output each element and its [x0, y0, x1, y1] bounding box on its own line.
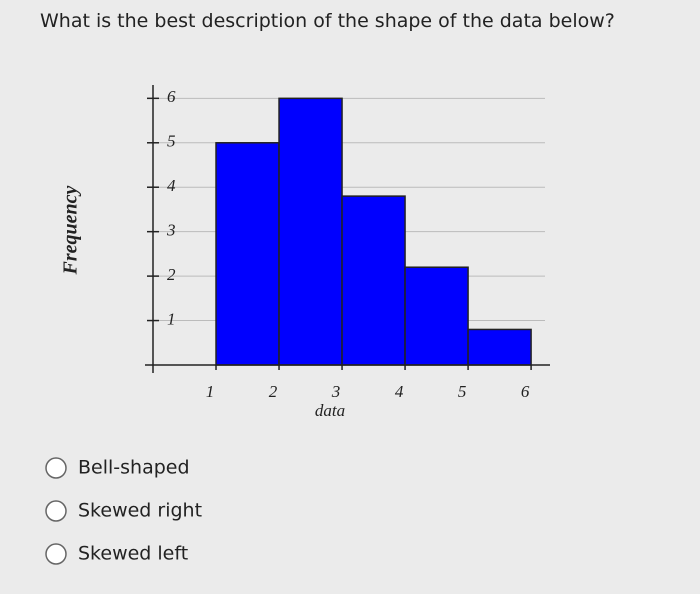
bar: [215, 142, 280, 366]
y-tick-label: 4: [167, 176, 176, 195]
bar: [467, 328, 532, 366]
radio-button[interactable]: [45, 543, 67, 565]
bar: [278, 97, 343, 366]
x-tick-label: 6: [521, 382, 530, 401]
y-tick-label: 6: [167, 87, 176, 106]
histogram: 1 2 3 4 5 6 1 2 3 4 5 6 data Frequency: [60, 85, 550, 420]
y-tick-label: 1: [167, 309, 176, 328]
question: What is the best description of the shap…: [40, 10, 615, 32]
x-tick-label: 4: [395, 382, 404, 401]
radio-button[interactable]: [45, 500, 67, 522]
bar: [341, 195, 406, 366]
radio-button[interactable]: [45, 457, 67, 479]
option-label[interactable]: Skewed right: [78, 500, 202, 522]
y-axis-label: Frequency: [60, 185, 82, 275]
bar: [404, 266, 469, 366]
x-tick-label: 5: [458, 382, 467, 401]
x-axis-label: data: [315, 401, 345, 420]
y-tick-label: 5: [167, 132, 176, 151]
option-label[interactable]: Bell-shaped: [78, 457, 190, 479]
x-tick-label: 2: [269, 382, 278, 401]
options: Bell-shaped Skewed right Skewed left: [45, 457, 202, 565]
y-tick-label: 3: [166, 221, 176, 240]
option-label[interactable]: Skewed left: [78, 543, 188, 565]
x-tick-label: 3: [331, 382, 341, 401]
x-tick-label: 1: [206, 382, 215, 401]
y-tick-label: 2: [167, 265, 176, 284]
